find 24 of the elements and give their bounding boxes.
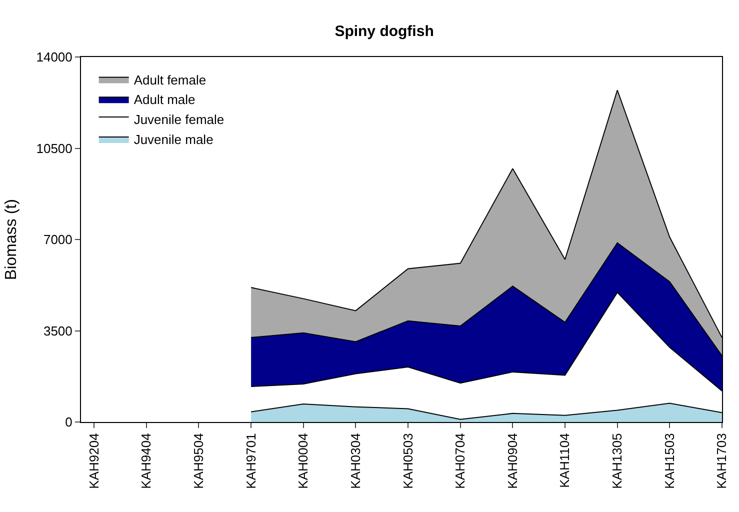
y-tick-label: 10500 — [36, 140, 72, 156]
legend-label: Adult male — [134, 92, 196, 108]
x-tick-label: KAH0503 — [400, 433, 416, 489]
x-tick-label: KAH0004 — [296, 433, 311, 489]
legend-label: Juvenile male — [134, 132, 214, 148]
y-tick-label: 0 — [65, 414, 72, 430]
x-tick-label: KAH1703 — [714, 433, 730, 489]
y-axis-title: Biomass (t) — [3, 199, 20, 280]
y-tick-label: 14000 — [36, 50, 72, 65]
y-tick-label: 3500 — [43, 323, 72, 338]
x-tick-label: KAH0704 — [452, 433, 468, 489]
x-tick-label: KAH9504 — [190, 433, 206, 489]
x-tick-label: KAH9404 — [138, 433, 154, 489]
x-tick-label: KAH0304 — [348, 433, 363, 489]
x-tick-label: KAH1503 — [662, 433, 677, 489]
x-tick-label: KAH1104 — [557, 433, 572, 488]
legend-label: Juvenile female — [134, 112, 224, 128]
x-tick-label: KAH9701 — [243, 433, 258, 489]
x-tick-label: KAH0904 — [504, 433, 520, 489]
y-tick-label: 7000 — [43, 232, 72, 248]
chart-title: Spiny dogfish — [334, 23, 434, 40]
x-tick-label: KAH9204 — [86, 433, 102, 489]
legend-label: Adult female — [134, 72, 206, 88]
x-tick-label: KAH1305 — [610, 433, 625, 489]
